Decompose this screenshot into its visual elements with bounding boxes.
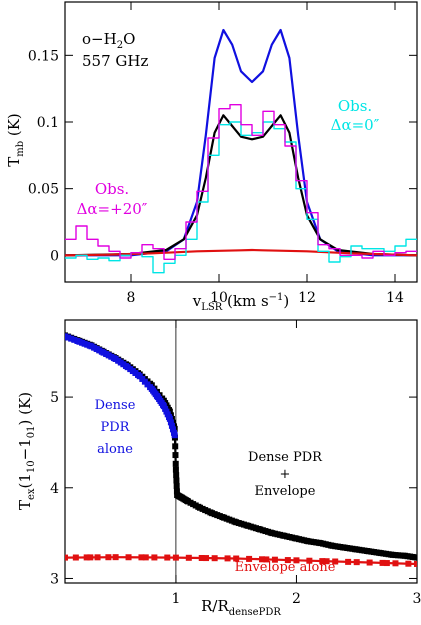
y-axis-label: Tex(110−101) (K): [16, 392, 37, 510]
data-point: [271, 556, 278, 563]
data-point: [138, 554, 145, 561]
data-point: [125, 554, 132, 561]
series-line: [65, 248, 417, 257]
data-point: [172, 452, 179, 459]
x-tick-label: 3: [413, 591, 421, 607]
data-point: [168, 422, 175, 429]
data-point: [224, 555, 231, 562]
data-point: [65, 554, 68, 561]
data-point: [392, 560, 399, 567]
data-point: [166, 415, 173, 422]
data-point: [198, 554, 205, 561]
data-point: [284, 557, 291, 564]
data-point: [379, 559, 386, 566]
data-point: [173, 472, 180, 479]
data-point: [383, 560, 390, 567]
data-point: [94, 554, 101, 561]
data-point: [164, 554, 171, 561]
y-tick-label: 0.1: [37, 115, 59, 131]
plot-area: [65, 332, 417, 567]
series-line: [65, 28, 417, 257]
x-tick-label: 10: [210, 290, 228, 306]
combined-label: +: [280, 467, 291, 482]
data-point: [259, 556, 266, 563]
data-point: [72, 554, 79, 561]
x-tick-label: 8: [127, 290, 136, 306]
plot-area: [65, 28, 417, 274]
data-point: [332, 558, 339, 565]
data-point: [233, 555, 240, 562]
data-point: [172, 443, 179, 450]
obs-offset-label: Δα=+20″: [77, 200, 148, 218]
dense-pdr-label: PDR: [101, 420, 131, 435]
data-point: [171, 432, 178, 439]
plot-frame: [64, 319, 418, 584]
data-point: [112, 554, 119, 561]
x-tick-label: 14: [386, 290, 404, 306]
data-point: [211, 555, 218, 562]
combined-label: Dense PDR: [248, 450, 323, 465]
data-point: [83, 554, 90, 561]
data-point: [172, 466, 179, 473]
data-point: [293, 557, 300, 564]
data-point: [263, 556, 270, 563]
data-point: [151, 554, 158, 561]
data-point: [87, 554, 94, 561]
y-tick-label: 0: [50, 248, 59, 264]
data-point: [414, 560, 417, 567]
y-tick-label: 0.15: [28, 48, 59, 64]
data-point: [172, 460, 179, 467]
frequency-label: 557 GHz: [82, 52, 148, 70]
envelope-label: Envelope alone: [235, 560, 336, 575]
dense-pdr-label: alone: [97, 442, 133, 457]
y-tick-label: 5: [50, 390, 59, 406]
dense-pdr-label: Dense: [95, 398, 136, 413]
obs-offset-label: Δα=0″: [331, 116, 380, 134]
excitation-panel: 1 2 3 3 4 5 Dense PDR alone Dense PDR + Envelope Env…: [16, 319, 421, 618]
data-point: [366, 559, 373, 566]
y-tick-label: 4: [50, 481, 59, 497]
data-point: [405, 560, 412, 567]
data-point: [306, 557, 313, 564]
species-label: o−H2O: [82, 30, 135, 51]
obs-label: Obs.: [338, 97, 372, 115]
data-point: [169, 426, 176, 433]
data-point: [414, 554, 417, 561]
combined-label: Envelope: [255, 484, 316, 499]
data-point: [65, 334, 72, 341]
series-line: [65, 104, 417, 260]
data-point: [71, 336, 78, 343]
data-point: [173, 477, 180, 484]
data-point: [105, 554, 112, 561]
data-point: [173, 488, 180, 495]
data-point: [68, 335, 75, 342]
series-line: [65, 114, 417, 257]
data-point: [246, 555, 253, 562]
data-point: [319, 558, 326, 565]
data-point: [185, 554, 192, 561]
x-axis-label: R/RdensePDR: [201, 597, 281, 618]
data-point: [203, 555, 210, 562]
y-tick-label: 0.05: [28, 182, 59, 198]
data-point: [345, 558, 352, 565]
data-point: [173, 482, 180, 489]
data-point: [323, 558, 330, 565]
y-tick-label: 3: [50, 571, 59, 587]
x-tick-label: 1: [171, 591, 180, 607]
plot-frame: [64, 1, 418, 283]
x-tick-label: 2: [292, 591, 301, 607]
data-point: [142, 554, 149, 561]
data-point: [172, 554, 179, 561]
x-tick-label: 12: [298, 290, 316, 306]
y-axis-label: Tmb (K): [5, 113, 26, 167]
x-axis-label: vLSR (km s−1): [192, 292, 290, 313]
data-point: [353, 559, 360, 566]
obs-label: Obs.: [95, 180, 129, 198]
data-point: [167, 419, 174, 426]
